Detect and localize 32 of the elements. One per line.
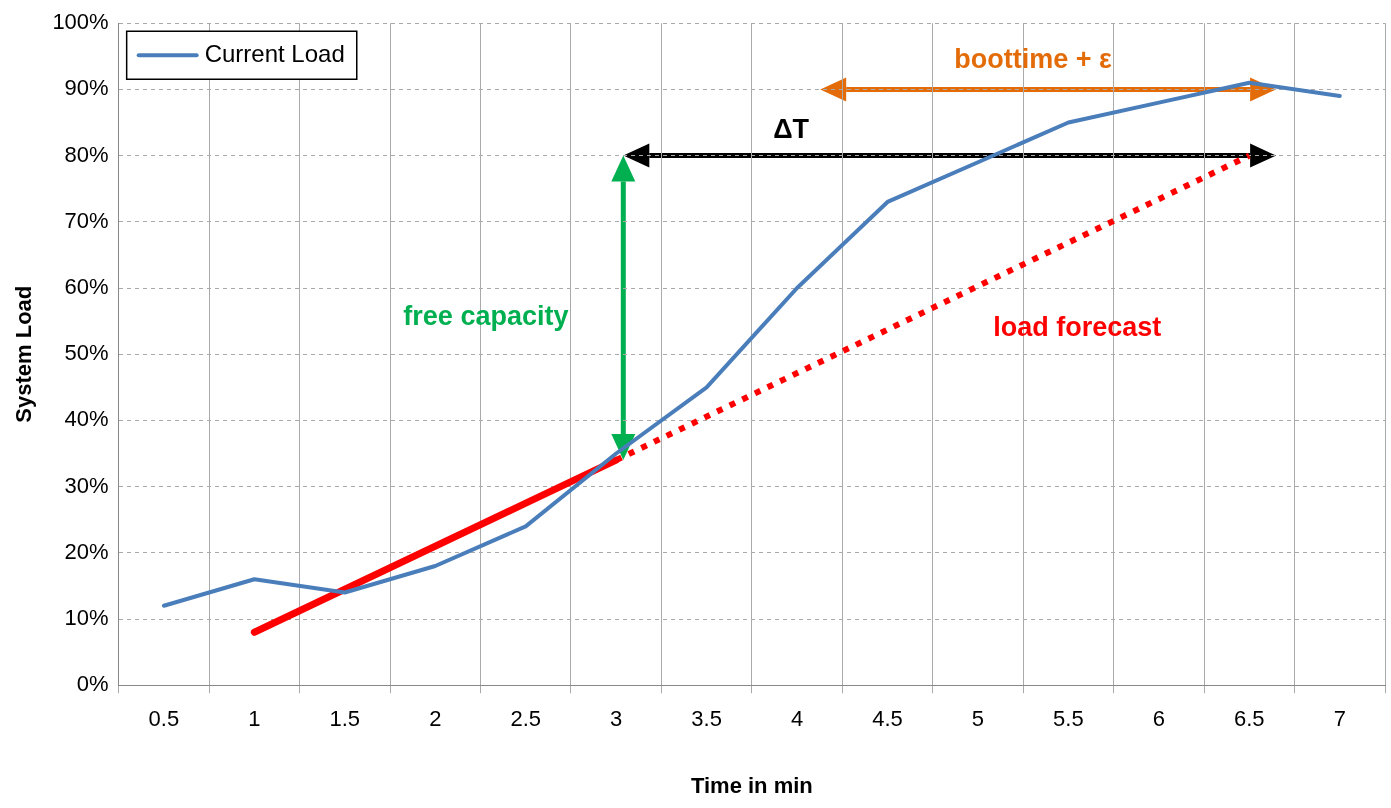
y-tick-label: 10% xyxy=(64,605,109,631)
y-tick-label: 50% xyxy=(64,340,109,366)
x-tick-label: 1 xyxy=(248,706,261,732)
annotation: ΔT xyxy=(773,113,810,144)
x-tick-label: 3 xyxy=(610,706,623,732)
x-tick-label: 2.5 xyxy=(510,706,541,732)
x-tick-label: 3.5 xyxy=(691,706,722,732)
x-tick-label: 0.5 xyxy=(148,706,180,732)
legend-label: Current Load xyxy=(204,39,345,67)
x-tick-label: 5.5 xyxy=(1053,706,1084,732)
x-tick-label: 6 xyxy=(1152,706,1165,732)
x-tick-label: 4.5 xyxy=(872,706,903,732)
y-tick-label: 0% xyxy=(76,671,109,697)
y-tick-label: 80% xyxy=(64,141,109,167)
x-tick-label: 5 xyxy=(971,706,985,732)
y-tick-label: 100% xyxy=(52,9,109,35)
annotation: load forecast xyxy=(993,312,1162,343)
x-tick-label: 6.5 xyxy=(1234,706,1265,732)
y-tick-label: 90% xyxy=(64,75,109,101)
x-tick-label: 1.5 xyxy=(329,706,361,732)
x-tick-label: 2 xyxy=(429,706,442,732)
y-tick-label: 40% xyxy=(64,406,109,432)
y-tick-label: 20% xyxy=(64,538,109,564)
x-tick-label: 7 xyxy=(1333,706,1346,732)
y-tick-label: 70% xyxy=(64,207,109,233)
y-axis-title: System Load xyxy=(11,285,37,423)
y-tick-label: 60% xyxy=(64,274,109,300)
x-tick-label: 4 xyxy=(790,706,804,732)
annotation: boottime + ε xyxy=(954,44,1112,75)
x-axis-title: Time in min xyxy=(690,772,813,798)
annotation: free capacity xyxy=(403,300,569,331)
y-tick-label: 30% xyxy=(64,472,109,498)
